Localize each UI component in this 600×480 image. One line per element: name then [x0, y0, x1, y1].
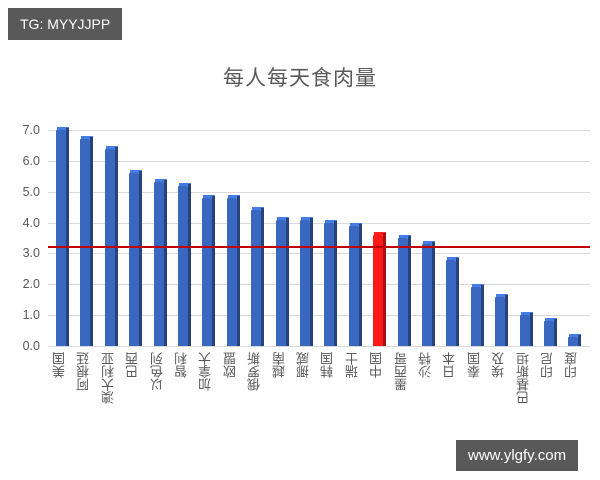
bar-5: [153, 182, 164, 346]
gridline: [48, 191, 590, 193]
bar-1: [56, 130, 66, 346]
bar-7: [202, 197, 213, 346]
bar-8: [226, 197, 237, 346]
x-tick-label: 泰国: [467, 352, 483, 378]
bar-18: [470, 287, 481, 346]
bar-22: [568, 336, 579, 346]
x-tick-label: 智利: [175, 352, 190, 378]
y-tick-label: 1.0: [22, 308, 40, 323]
x-tick-label: 巴西: [126, 352, 142, 378]
y-tick-label: 3.0: [22, 246, 40, 261]
bar-13: [348, 225, 359, 346]
watermark-top: TG: MYYJJPP: [8, 8, 123, 40]
y-tick-label: 0.0: [22, 339, 40, 353]
x-tick-label: 澳大利亚: [101, 352, 117, 404]
bar-2: [80, 139, 91, 346]
bar-14: [373, 234, 384, 346]
x-tick-label: 印尼: [541, 352, 556, 378]
bar-9: [251, 210, 262, 346]
reference-line: [48, 246, 590, 249]
x-tick-label: 沙特: [419, 352, 434, 378]
bar-20: [519, 315, 530, 346]
x-tick-label: 阿根廷: [77, 352, 93, 391]
bar-10: [275, 219, 286, 346]
gridline: [48, 130, 590, 131]
bar-15: [397, 238, 408, 346]
y-tick-label: 2.0: [22, 277, 40, 292]
x-tick-label: 美国: [53, 352, 68, 378]
bar-12: [324, 222, 335, 346]
bar-21: [544, 321, 554, 346]
x-tick-label: 巴基斯坦: [516, 352, 532, 404]
bar-17: [446, 259, 457, 346]
chart-title: 每人每天食肉量: [223, 66, 377, 90]
bar-19: [495, 296, 506, 346]
x-tick-label: 加拿大: [199, 352, 215, 391]
gridline: [48, 346, 590, 347]
bar-11: [300, 219, 310, 346]
x-tick-label: 墨西哥: [394, 352, 410, 391]
x-tick-label: 印度: [565, 352, 581, 378]
x-tick-label: 韩国: [321, 352, 337, 378]
bar-16: [422, 244, 432, 346]
gridline: [48, 284, 590, 286]
y-tick-label: 7.0: [22, 123, 40, 137]
gridline: [48, 222, 590, 224]
y-tick-label: 5.0: [22, 184, 40, 199]
gridline: [48, 160, 590, 162]
x-tick-label: 越南: [272, 352, 288, 378]
x-tick-label: 俄罗斯: [248, 352, 264, 391]
x-tick-label: 瑞士: [345, 352, 361, 378]
x-tick-label: 中国: [370, 352, 386, 378]
gridline: [48, 253, 590, 255]
y-tick-label: 4.0: [22, 215, 40, 230]
x-tick-label: 日本: [443, 352, 459, 378]
bar-4: [129, 173, 140, 346]
x-tick-label: 欧盟: [223, 352, 239, 378]
bar-6: [178, 185, 188, 346]
x-tick-label: 挪威: [297, 352, 312, 378]
watermark-bottom: www.ylgfy.com: [456, 440, 579, 471]
x-tick-label: 以色列: [150, 352, 166, 391]
gridline: [48, 315, 590, 317]
plot-area: 0.0 1.0 2.0 3.0 4.0 5.0 6.0 7.0: [23, 123, 590, 353]
x-tick-label: 埃及: [492, 352, 508, 378]
y-tick-label: 6.0: [22, 153, 40, 168]
